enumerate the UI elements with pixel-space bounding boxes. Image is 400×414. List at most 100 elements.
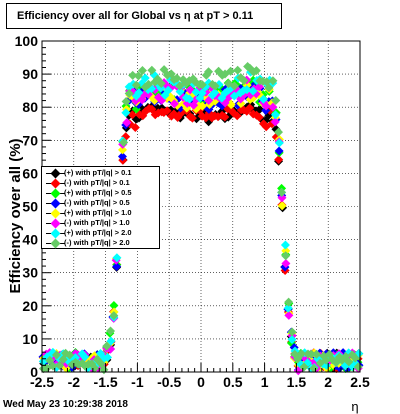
data-point xyxy=(229,81,239,91)
y-tick-label: 60 xyxy=(22,165,38,181)
data-point xyxy=(284,310,294,320)
data-point xyxy=(283,303,293,313)
chart-title: Efficiency over all for Global vs η at p… xyxy=(6,3,282,29)
data-point xyxy=(277,187,287,197)
legend-entry: (-) with pT/|q| > 0.1 xyxy=(42,178,159,189)
data-point xyxy=(197,88,207,98)
data-point xyxy=(268,102,278,112)
legend-entry: (-) with pT/|q| > 2.0 xyxy=(42,238,159,249)
data-point xyxy=(226,66,236,76)
legend-marker xyxy=(50,228,61,239)
data-point xyxy=(254,112,264,122)
data-point xyxy=(248,86,258,96)
data-point xyxy=(122,118,132,128)
x-tick-label: -0.5 xyxy=(157,374,181,390)
data-point xyxy=(251,66,261,76)
legend-label: (+) with pT/|q| > 2.0 xyxy=(64,228,132,237)
data-point xyxy=(184,94,194,104)
data-point xyxy=(117,145,127,155)
x-tick-label: -1.5 xyxy=(94,374,118,390)
x-axis-label: η xyxy=(351,399,358,414)
data-point xyxy=(306,349,316,359)
data-point xyxy=(274,138,284,148)
y-tick-label: 20 xyxy=(22,298,38,314)
data-point xyxy=(268,76,278,86)
legend-marker xyxy=(50,178,61,189)
data-point xyxy=(65,350,75,360)
data-point xyxy=(51,350,61,360)
data-point xyxy=(287,327,297,337)
datestamp: Wed May 23 10:29:38 2018 xyxy=(3,399,128,410)
legend-entry: (-) with pT/|q| > 0.5 xyxy=(42,198,159,209)
y-tick-label: 50 xyxy=(22,199,38,215)
data-point xyxy=(281,259,291,269)
y-tick-label: 30 xyxy=(22,265,38,281)
data-point xyxy=(127,110,137,120)
data-point xyxy=(133,71,143,81)
data-point xyxy=(128,70,138,80)
data-point xyxy=(102,341,112,351)
data-point xyxy=(121,97,131,107)
y-tick-label: 80 xyxy=(22,99,38,115)
x-tick-label: 1 xyxy=(261,374,269,390)
legend-label: (+) with pT/|q| > 1.0 xyxy=(64,208,132,217)
data-point xyxy=(48,361,58,371)
data-point xyxy=(270,110,280,120)
data-point xyxy=(274,146,284,156)
x-tick-label: 0.5 xyxy=(223,374,243,390)
legend-label: (-) with pT/|q| > 2.0 xyxy=(64,238,130,247)
data-point xyxy=(284,297,294,307)
data-point xyxy=(191,87,201,97)
data-point xyxy=(112,262,122,272)
data-point xyxy=(264,83,274,93)
data-point xyxy=(162,106,172,116)
y-tick-label: 90 xyxy=(22,66,38,82)
legend-marker xyxy=(50,198,61,209)
data-point xyxy=(210,88,220,98)
data-point xyxy=(112,253,122,263)
legend: (+) with pT/|q| > 0.1 (-) with pT/|q| > 0… xyxy=(41,166,160,249)
data-point xyxy=(109,300,119,310)
y-tick-label: 70 xyxy=(22,132,38,148)
legend-entry: (+) with pT/|q| > 2.0 xyxy=(42,228,159,239)
data-point xyxy=(169,99,179,109)
data-point xyxy=(204,95,214,105)
x-tick-label: 2 xyxy=(324,374,332,390)
y-axis-label: Efficiency over all (%) xyxy=(7,138,24,293)
data-point xyxy=(172,73,182,83)
data-point xyxy=(245,103,255,113)
legend-entry: (-) with pT/|q| > 1.0 xyxy=(42,218,159,229)
data-point xyxy=(281,246,291,256)
points-layer xyxy=(38,62,364,376)
data-point xyxy=(233,65,243,75)
legend-marker xyxy=(50,168,61,179)
x-tick-label: -2.5 xyxy=(30,374,54,390)
legend-entry: (+) with pT/|q| > 0.5 xyxy=(42,188,159,199)
data-point xyxy=(131,80,141,90)
data-point xyxy=(297,349,307,359)
data-point xyxy=(220,112,230,122)
data-point xyxy=(350,353,360,363)
legend-marker xyxy=(50,208,61,219)
data-point xyxy=(270,117,280,127)
data-point xyxy=(232,111,242,121)
data-point xyxy=(312,349,322,359)
y-tick-label: 0 xyxy=(30,364,38,380)
data-point xyxy=(119,137,129,147)
data-point xyxy=(175,87,185,97)
data-point xyxy=(277,201,287,211)
y-tick-label: 100 xyxy=(15,33,39,49)
data-point xyxy=(197,101,207,111)
data-point xyxy=(261,101,271,111)
data-point xyxy=(274,155,284,165)
data-point xyxy=(130,122,140,132)
legend-label: (-) with pT/|q| > 1.0 xyxy=(64,218,130,227)
data-point xyxy=(309,363,319,373)
legend-entry: (+) with pT/|q| > 1.0 xyxy=(42,208,159,219)
x-tick-label: -1 xyxy=(131,374,144,390)
data-point xyxy=(299,362,309,372)
legend-label: (-) with pT/|q| > 0.5 xyxy=(64,198,130,207)
data-point xyxy=(239,75,249,85)
data-point xyxy=(55,360,65,370)
data-point xyxy=(197,80,207,90)
